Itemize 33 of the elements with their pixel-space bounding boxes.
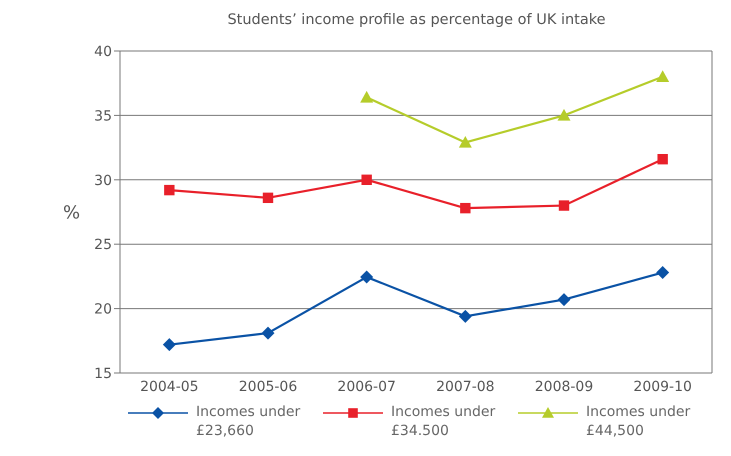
x-tick-label: 2006-07: [337, 378, 396, 395]
y-tick-label: 40: [94, 44, 112, 60]
y-tick-label: 25: [94, 237, 112, 254]
y-axis-title: %: [63, 202, 80, 224]
point: [360, 270, 374, 284]
point: [361, 174, 372, 185]
point: [262, 326, 274, 340]
point: [164, 184, 175, 196]
point: [360, 90, 374, 103]
y-tick-label: 30: [94, 172, 112, 189]
chart-title: Students’ income profile as percentage of UK intake: [226, 12, 607, 28]
x-tick-label: 2007-08: [436, 378, 495, 395]
point: [558, 293, 570, 306]
point: [558, 200, 570, 211]
point: [558, 108, 570, 121]
point: [458, 310, 472, 323]
x-tick-label: 2009-10: [633, 378, 692, 395]
point: [656, 266, 670, 280]
x-tick-label: 2005-06: [238, 378, 298, 395]
legend-label: Incomes under £23,660: [196, 403, 302, 441]
legend-label: Incomes under £34.500: [391, 403, 496, 441]
legend-label: Incomes under £44,500: [586, 403, 692, 441]
point: [657, 154, 668, 164]
point: [162, 338, 176, 352]
y-tick-label: 15: [94, 366, 112, 382]
point: [460, 202, 471, 214]
y-tick-label: 20: [94, 302, 112, 318]
point: [458, 136, 472, 148]
y-tick-label: 35: [94, 108, 112, 124]
point: [656, 70, 670, 82]
point: [262, 192, 274, 204]
x-tick-label: 2008-09: [534, 378, 594, 395]
x-tick-label: 2004-05: [140, 378, 199, 395]
